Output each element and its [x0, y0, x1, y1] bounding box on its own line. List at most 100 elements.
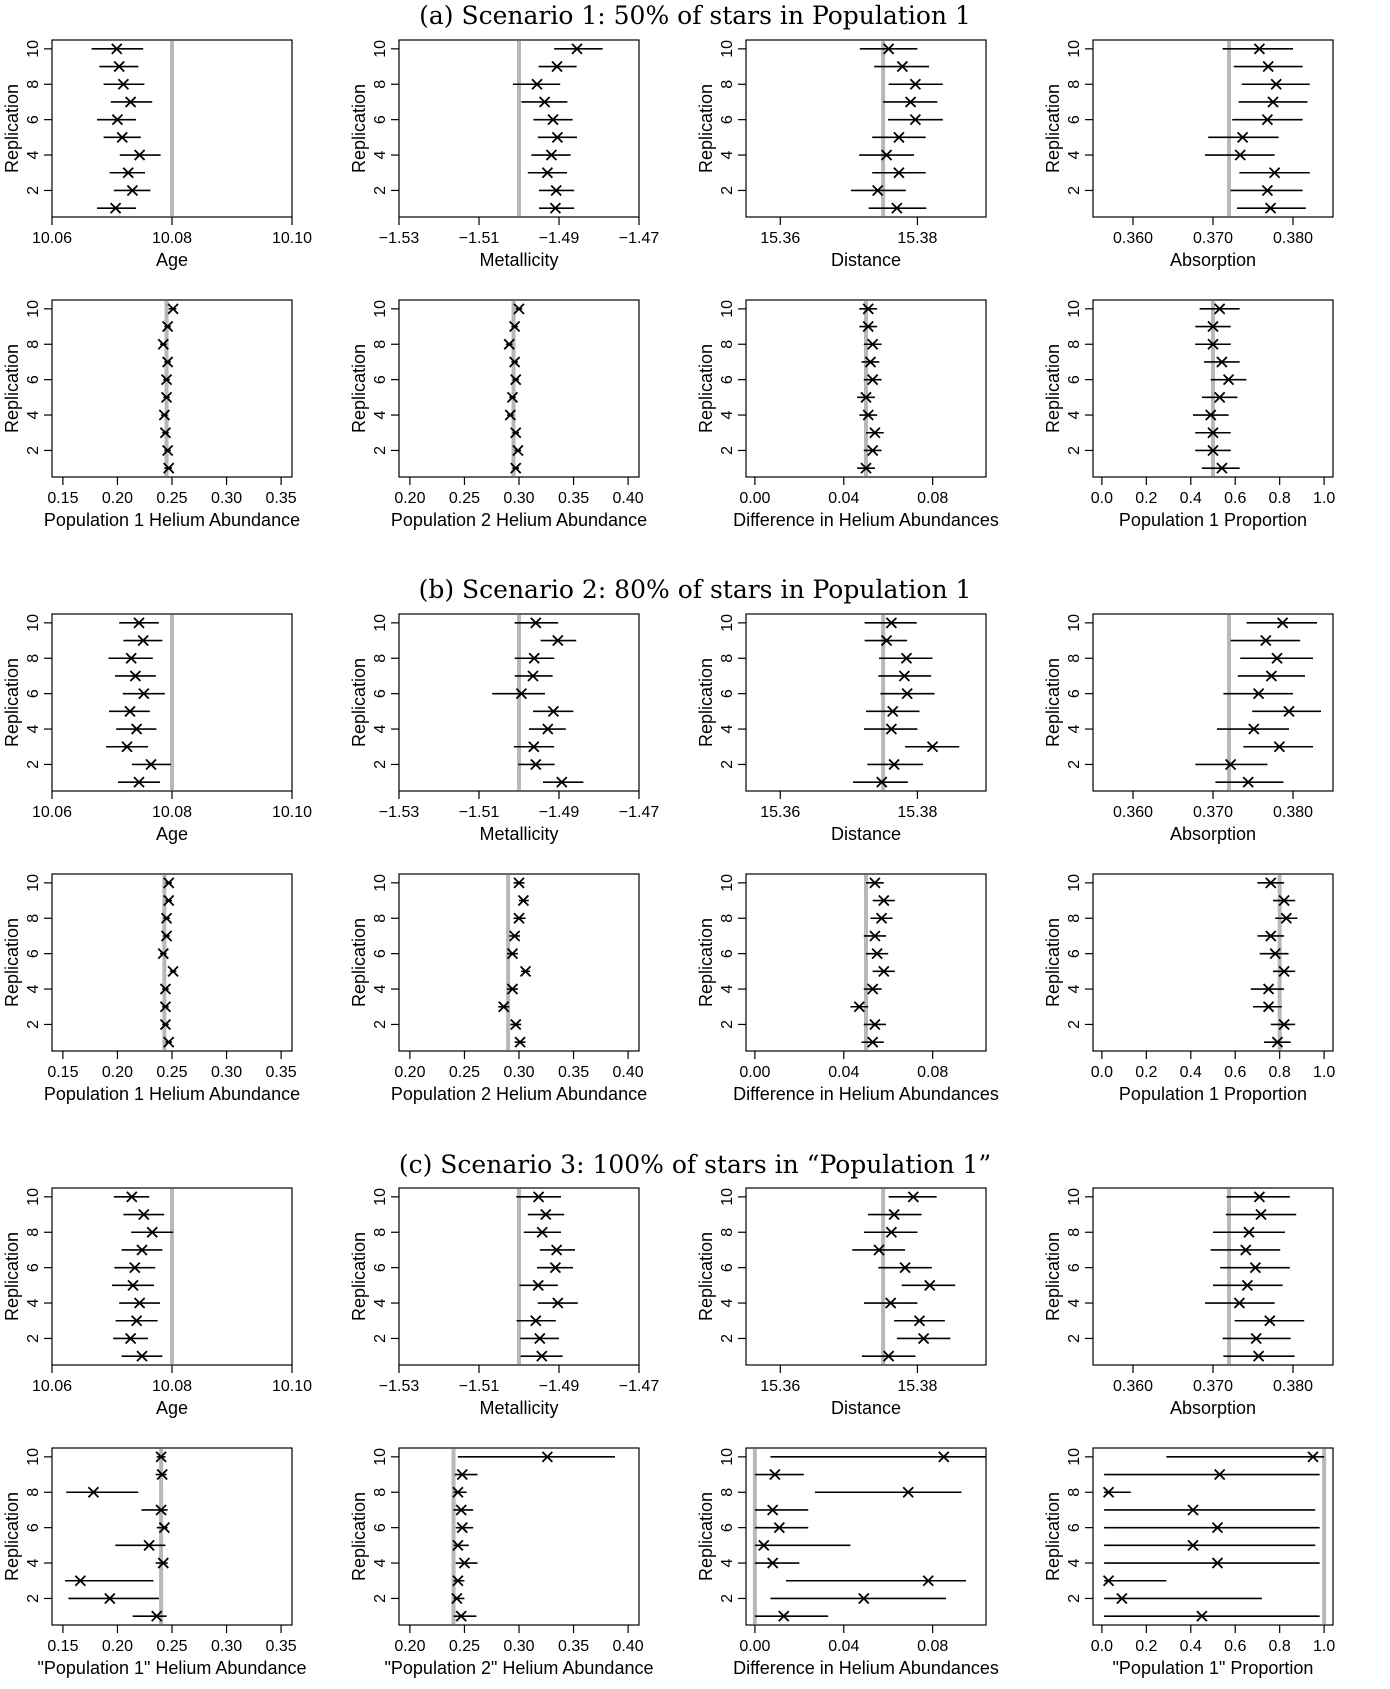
panel: −1.53 −1.51 −1.49 −1.47 2 4 6 8 10 Metallicity Rep…	[349, 613, 659, 844]
estimate-marker	[163, 462, 175, 474]
x-tick-label: 0.4	[1180, 1064, 1202, 1081]
x-tick-label: 0.30	[503, 1638, 534, 1655]
estimate-marker	[552, 1297, 564, 1309]
estimate-marker	[862, 409, 874, 421]
estimate-marker	[136, 1244, 148, 1256]
panel: 0.00 0.04 0.08 2 4 6 8 10 Difference in Helium A…	[696, 1447, 999, 1678]
y-tick-label: 10	[25, 874, 42, 892]
y-tick-label: 8	[1066, 1228, 1083, 1237]
estimate-marker	[159, 1001, 172, 1013]
x-tick-label: 0.25	[156, 1638, 187, 1655]
estimate-marker	[867, 983, 879, 995]
estimate-marker	[452, 1486, 464, 1498]
estimate-marker	[1236, 131, 1249, 143]
x-tick-label: 0.08	[917, 490, 948, 507]
estimate-marker	[900, 652, 913, 664]
estimate-marker	[545, 149, 558, 161]
y-tick-label: 2	[719, 1020, 736, 1029]
estimate-marker	[163, 1036, 175, 1048]
panel: 0.360 0.370 0.380 2 4 6 8 10 Absorption Replicati…	[1043, 1187, 1334, 1418]
x-axis-label: Population 2 Helium Abundance	[391, 1084, 647, 1104]
estimate-marker	[887, 705, 899, 717]
y-tick-label: 4	[372, 411, 389, 420]
y-axis-label: Replication	[1043, 1492, 1063, 1581]
x-tick-label: 0.35	[266, 1638, 297, 1655]
y-tick-label: 2	[1066, 1334, 1083, 1343]
estimate-marker	[926, 741, 939, 753]
x-axis-label: Metallicity	[479, 1398, 558, 1418]
estimate-marker	[1265, 670, 1278, 682]
x-axis-label: "Population 2" Helium Abundance	[385, 1658, 654, 1678]
estimate-marker	[138, 688, 150, 700]
estimate-marker	[869, 1018, 881, 1031]
estimate-marker	[159, 1018, 172, 1031]
x-axis-label: Population 2 Helium Abundance	[391, 510, 647, 530]
estimate-marker	[1250, 1332, 1262, 1345]
y-axis-label: Replication	[2, 344, 22, 433]
x-axis-label: Age	[156, 1398, 188, 1418]
x-tick-label: −1.49	[539, 804, 580, 821]
x-axis-label: Population 1 Proportion	[1119, 510, 1307, 530]
panel: 0.20 0.25 0.30 0.35 0.40 2 4 6 8 10 Population 2 H…	[349, 873, 647, 1104]
y-tick-label: 8	[25, 1488, 42, 1497]
y-tick-label: 2	[372, 760, 389, 769]
y-tick-label: 4	[719, 151, 736, 160]
estimate-marker	[452, 1575, 464, 1587]
y-axis-label: Replication	[2, 658, 22, 747]
estimate-marker	[534, 1332, 546, 1345]
estimate-marker	[451, 1592, 463, 1605]
x-tick-label: 10.06	[32, 1378, 72, 1395]
x-tick-label: 0.4	[1180, 490, 1202, 507]
x-tick-label: 0.30	[211, 1064, 242, 1081]
estimate-marker	[513, 877, 525, 889]
y-tick-label: 2	[719, 1334, 736, 1343]
estimate-marker	[519, 965, 532, 977]
estimate-marker	[1260, 634, 1272, 647]
estimate-marker	[880, 634, 893, 647]
x-tick-label: 0.04	[828, 490, 859, 507]
estimate-marker	[878, 894, 890, 907]
estimate-marker	[1102, 1575, 1115, 1587]
y-tick-label: 6	[1066, 1263, 1083, 1272]
estimate-marker	[117, 78, 130, 90]
estimate-marker	[938, 1451, 950, 1463]
estimate-marker	[143, 1539, 155, 1551]
estimate-marker	[160, 374, 173, 386]
y-axis-label: Replication	[1043, 1232, 1063, 1321]
estimate-marker	[904, 96, 917, 108]
estimate-marker	[891, 202, 903, 214]
y-tick-label: 4	[1066, 1559, 1083, 1568]
estimate-marker	[1278, 894, 1290, 907]
estimate-marker	[498, 1001, 510, 1013]
x-tick-label: 0.370	[1193, 1378, 1233, 1395]
estimate-marker	[503, 338, 515, 350]
estimate-marker	[1262, 60, 1274, 73]
estimate-marker	[138, 1208, 150, 1221]
x-axis-label: Difference in Helium Abundances	[733, 1658, 999, 1678]
estimate-marker	[1207, 320, 1219, 333]
estimate-marker	[1264, 202, 1277, 214]
estimate-marker	[1242, 776, 1254, 788]
estimate-marker	[872, 184, 884, 197]
estimate-marker	[1268, 167, 1281, 179]
plot-frame	[1092, 873, 1334, 1052]
y-axis-label: Replication	[2, 1232, 22, 1321]
estimate-marker	[547, 114, 559, 126]
y-tick-label: 10	[719, 874, 736, 892]
estimate-marker	[532, 1279, 544, 1291]
estimate-marker	[530, 1315, 542, 1327]
estimate-marker	[455, 1610, 467, 1622]
x-tick-label: 0.360	[1113, 804, 1153, 821]
x-tick-label: 0.6	[1224, 490, 1246, 507]
y-tick-label: 4	[372, 151, 389, 160]
estimate-marker	[1269, 948, 1281, 960]
x-tick-label: 0.370	[1193, 804, 1233, 821]
x-tick-label: 0.8	[1269, 1638, 1291, 1655]
x-tick-label: 0.370	[1193, 230, 1233, 247]
estimate-marker	[456, 1468, 468, 1481]
estimate-marker	[1261, 114, 1274, 126]
x-tick-label: 10.10	[272, 230, 312, 247]
x-tick-label: 1.0	[1313, 1064, 1335, 1081]
estimate-marker	[1264, 1315, 1276, 1327]
estimate-marker	[893, 167, 905, 179]
